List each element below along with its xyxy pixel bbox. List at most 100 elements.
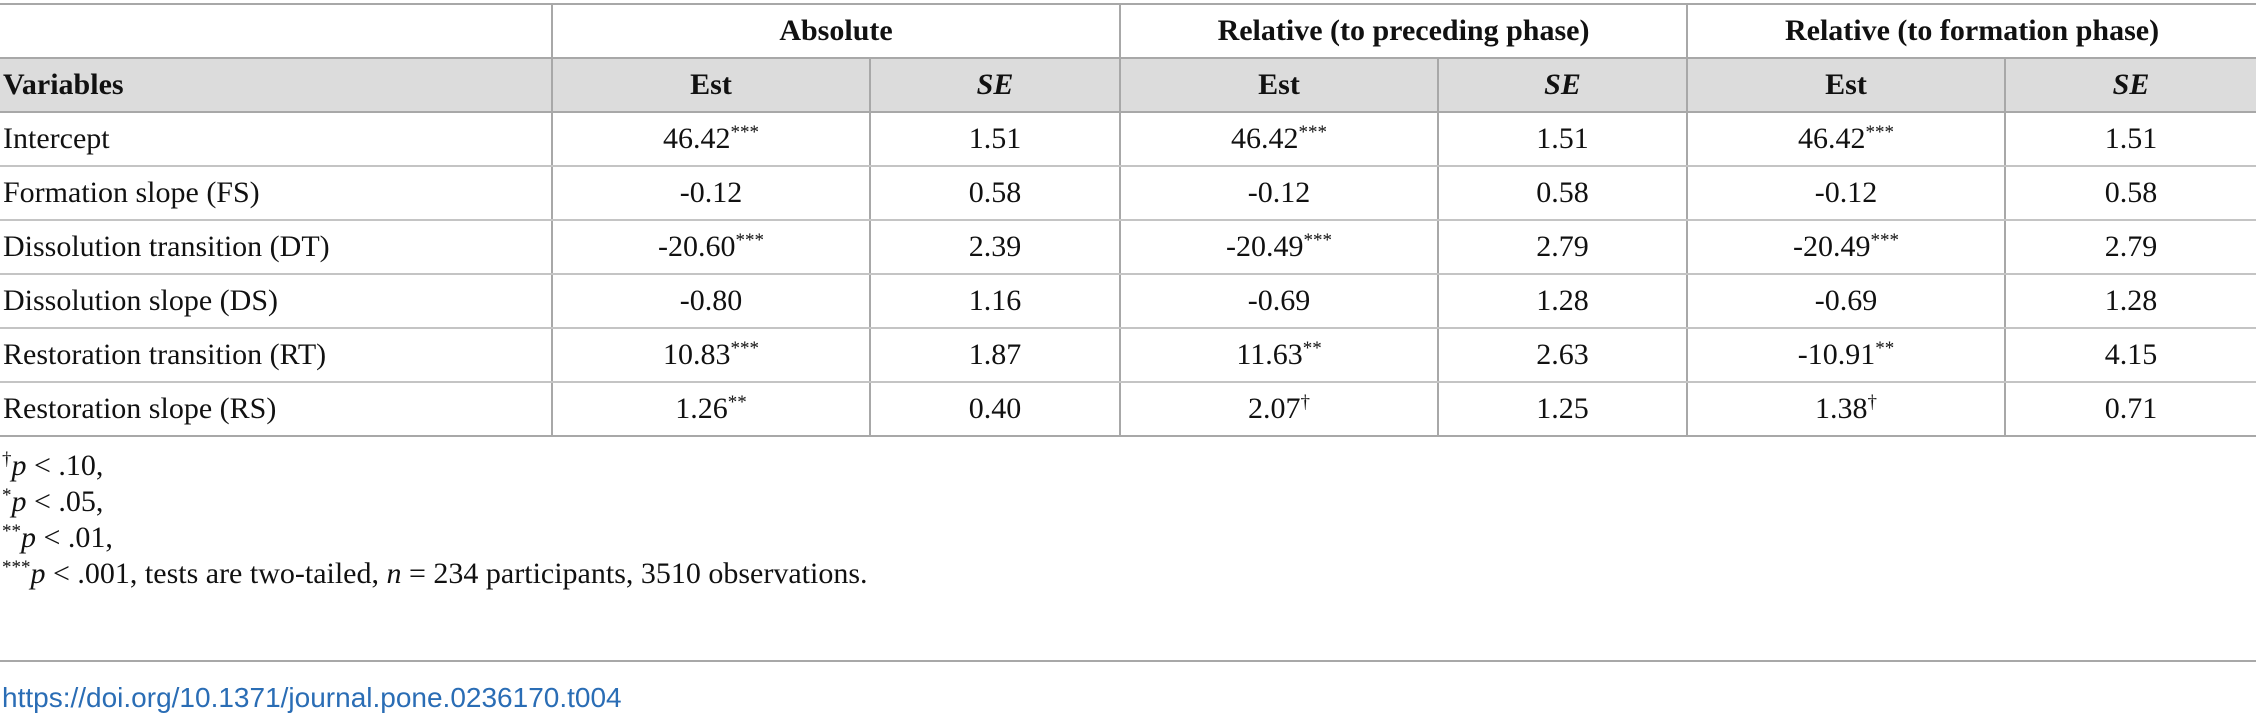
cell-value: -0.69: [1814, 284, 1878, 317]
footer-divider: [0, 660, 2256, 662]
cell-value: 0.58: [968, 176, 1022, 209]
results-table: Absolute Relative (to preceding phase) R…: [0, 3, 2256, 437]
cell-value: 1.38: [1815, 392, 1868, 425]
table-row: Dissolution transition (DT) -20.60*** 2.39…: [0, 220, 2256, 275]
cell-value: 2.39: [968, 230, 1022, 263]
significance-mark: ***: [730, 338, 760, 359]
variable-name: Dissolution transition (DT): [0, 220, 552, 275]
standard-error-cell: 0.58: [1437, 166, 1688, 221]
significance-mark: ***: [1865, 122, 1895, 143]
note-text: < .05,: [26, 485, 104, 518]
standard-error-cell: 1.51: [868, 112, 1121, 167]
estimate-cell: -20.60***: [551, 220, 870, 275]
group-header-relative-preceding: Relative (to preceding phase): [1119, 3, 1688, 59]
cell-value: 1.51: [968, 122, 1022, 155]
significance-mark: **: [1875, 338, 1895, 359]
note-text: = 234 participants, 3510 observations.: [401, 557, 868, 590]
variable-name: Intercept: [0, 112, 552, 167]
cell-value: 2.63: [1536, 338, 1589, 371]
estimate-cell: -0.80: [551, 274, 870, 329]
standard-error-cell: 4.15: [2004, 328, 2256, 383]
estimate-cell: 46.42***: [551, 112, 870, 167]
table-row: Restoration slope (RS) 1.26** 0.40 2.07† 1.2…: [0, 382, 2256, 437]
estimate-cell: 11.63**: [1119, 328, 1439, 383]
se-header: SE: [1437, 58, 1688, 113]
significance-mark: †: [1300, 392, 1311, 413]
note-mark: *: [2, 485, 12, 506]
cell-value: 2.07: [1248, 392, 1301, 425]
cell-value: -0.12: [1247, 176, 1311, 209]
cell-value: 1.51: [1536, 122, 1589, 155]
significance-mark: ***: [730, 122, 760, 143]
significance-mark: ***: [1303, 230, 1333, 251]
cell-value: -0.12: [1814, 176, 1878, 209]
note-mark: †: [2, 449, 12, 470]
est-header: Est: [1119, 58, 1439, 113]
doi-link[interactable]: https://doi.org/10.1371/journal.pone.023…: [2, 682, 622, 713]
cell-value: -20.49: [1226, 230, 1304, 263]
estimate-cell: -0.69: [1119, 274, 1439, 329]
est-header: Est: [1686, 58, 2006, 113]
cell-value: -20.60: [658, 230, 736, 263]
cell-value: -0.12: [679, 176, 743, 209]
variable-name: Formation slope (FS): [0, 166, 552, 221]
note-line: *p < .05,: [2, 484, 868, 520]
variables-header: Variables: [0, 58, 552, 113]
cell-value: 0.58: [2104, 176, 2158, 209]
se-header: SE: [868, 58, 1121, 113]
cell-value: 1.26: [675, 392, 728, 425]
estimate-cell: 2.07†: [1119, 382, 1439, 437]
significance-mark: ***: [735, 230, 765, 251]
standard-error-cell: 2.79: [1437, 220, 1688, 275]
cell-value: 1.28: [1536, 284, 1589, 317]
estimate-cell: -20.49***: [1686, 220, 2006, 275]
cell-value: -20.49: [1793, 230, 1871, 263]
table-body: Intercept 46.42*** 1.51 46.42*** 1.51 46.42**…: [0, 112, 2256, 437]
table-row: Formation slope (FS) -0.12 0.58 -0.12 0.58 -0…: [0, 166, 2256, 221]
se-header: SE: [2004, 58, 2256, 113]
cell-value: -10.91: [1797, 338, 1876, 371]
standard-error-cell: 0.58: [868, 166, 1121, 221]
cell-value: 46.42: [1231, 122, 1299, 155]
se-header-text: SE: [976, 68, 1014, 101]
group-header-row: Absolute Relative (to preceding phase) R…: [0, 3, 2256, 59]
cell-value: 11.63: [1236, 338, 1303, 371]
estimate-cell: -0.12: [551, 166, 870, 221]
group-header-relative-formation: Relative (to formation phase): [1686, 3, 2256, 59]
note-text: < .10,: [26, 449, 104, 482]
group-header-absolute: Absolute: [550, 3, 1121, 59]
table-row: Dissolution slope (DS) -0.80 1.16 -0.69 1.28…: [0, 274, 2256, 329]
standard-error-cell: 1.87: [868, 328, 1121, 383]
note-line: ***p < .001, tests are two-tailed, n = 2…: [2, 556, 868, 592]
variable-name: Restoration slope (RS): [0, 382, 552, 437]
cell-value: 46.42: [1798, 122, 1866, 155]
estimate-cell: -0.69: [1686, 274, 2006, 329]
standard-error-cell: 1.16: [868, 274, 1121, 329]
se-header-text: SE: [2112, 68, 2150, 101]
note-p: p: [11, 485, 27, 518]
cell-value: 46.42: [663, 122, 731, 155]
estimate-cell: -0.12: [1686, 166, 2006, 221]
note-n: n: [386, 557, 402, 590]
cell-value: -0.80: [679, 284, 743, 317]
cell-value: 1.16: [968, 284, 1022, 317]
note-text: < .001, tests are two-tailed,: [45, 557, 387, 590]
significance-mark: **: [727, 392, 747, 413]
note-line: †p < .10,: [2, 448, 868, 484]
estimate-cell: 1.38†: [1686, 382, 2006, 437]
table-row: Intercept 46.42*** 1.51 46.42*** 1.51 46.42**…: [0, 112, 2256, 167]
column-header-row: Variables Est SE Est SE Est SE: [0, 58, 2256, 113]
estimate-cell: 46.42***: [1119, 112, 1439, 167]
se-header-text: SE: [1544, 68, 1581, 101]
standard-error-cell: 1.51: [1437, 112, 1688, 167]
variable-name: Dissolution slope (DS): [0, 274, 552, 329]
standard-error-cell: 1.25: [1437, 382, 1688, 437]
table-notes: †p < .10, *p < .05, **p < .01, ***p < .0…: [2, 448, 868, 592]
cell-value: -0.69: [1247, 284, 1311, 317]
estimate-cell: 46.42***: [1686, 112, 2006, 167]
cell-value: 1.25: [1536, 392, 1589, 425]
standard-error-cell: 0.58: [2004, 166, 2256, 221]
cell-value: 0.40: [968, 392, 1022, 425]
standard-error-cell: 2.63: [1437, 328, 1688, 383]
note-p: p: [21, 521, 36, 554]
